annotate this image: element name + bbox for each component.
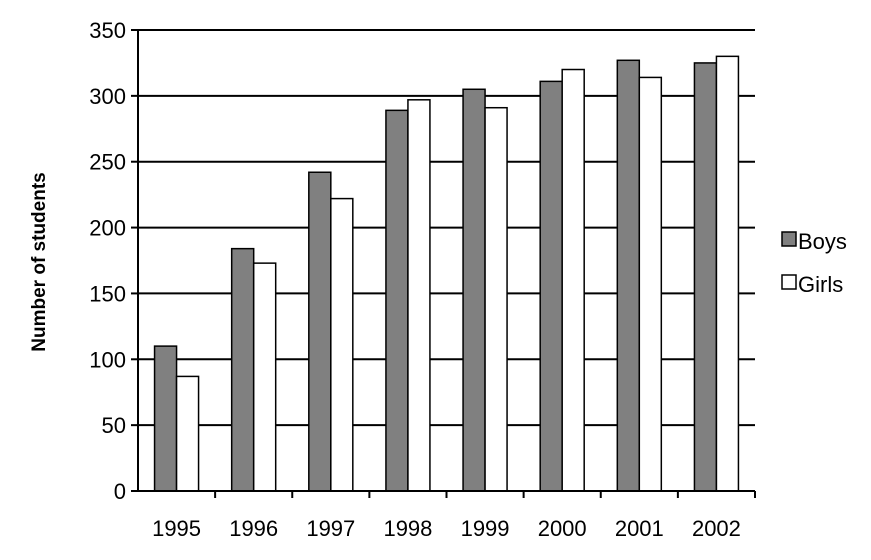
y-tick-label: 350 (89, 18, 126, 43)
axes (137, 30, 755, 492)
bar-girls-1997 (330, 197, 354, 492)
legend: Boys Girls (781, 229, 847, 297)
y-tick-label: 0 (114, 479, 126, 504)
bar-boys-2000 (539, 80, 563, 492)
bar-girls-2001 (638, 76, 663, 492)
x-tick-labels: 1995 1996 1997 1998 1999 2000 2001 2002 (152, 491, 756, 541)
gridlines (138, 29, 755, 427)
x-tick-label: 1995 (152, 516, 201, 541)
bar-girls-1995 (175, 375, 200, 492)
x-tick-label: 1998 (383, 516, 432, 541)
y-tick-label: 100 (89, 347, 126, 372)
bar-girls-1999 (484, 106, 508, 492)
bars (153, 55, 740, 492)
x-tick-label: 1997 (306, 516, 355, 541)
y-tick-label: 200 (89, 216, 126, 241)
bar-boys-1999 (462, 88, 486, 492)
x-tick-label: 2002 (692, 516, 741, 541)
x-tick-label: 1996 (229, 516, 278, 541)
legend-label-boys: Boys (798, 229, 847, 254)
bar-boys-2002 (693, 62, 718, 492)
bar-boys-2001 (616, 59, 641, 492)
y-tick-label: 150 (89, 281, 126, 306)
y-tick-label: 50 (102, 413, 126, 438)
bar-boys-1995 (153, 345, 178, 492)
bar-girls-2002 (715, 55, 740, 492)
legend-swatch-boys (781, 231, 797, 247)
legend-swatch-girls (781, 274, 797, 290)
bar-boys-1998 (385, 109, 409, 492)
x-tick-label: 2000 (538, 516, 587, 541)
bar-boys-1996 (230, 247, 255, 492)
y-axis-label: Number of students (29, 172, 50, 351)
x-tick-label: 2001 (615, 516, 664, 541)
bar-boys-1997 (308, 171, 332, 492)
x-tick-label: 1999 (461, 516, 510, 541)
bar-girls-1996 (252, 262, 277, 492)
y-tick-labels: 0 50 100 150 200 250 300 350 (89, 18, 138, 504)
y-tick-label: 250 (89, 150, 126, 175)
y-tick-label: 300 (89, 84, 126, 109)
bar-girls-1998 (407, 99, 431, 492)
bar-girls-2000 (561, 68, 585, 492)
legend-label-girls: Girls (798, 272, 843, 297)
